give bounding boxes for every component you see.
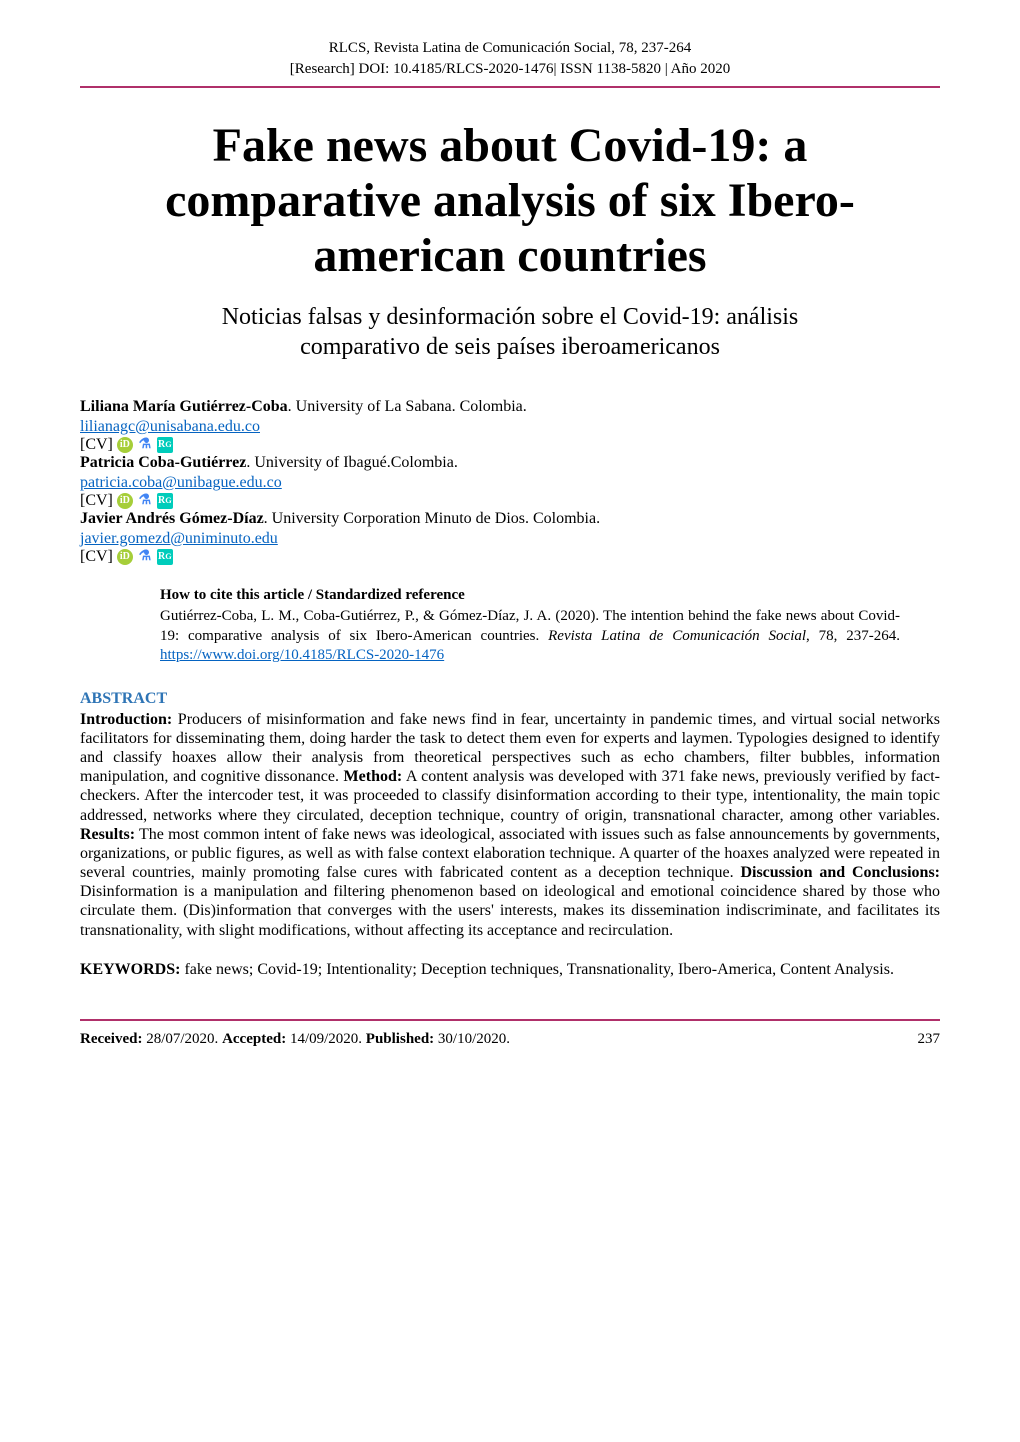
researchgate-icon[interactable]: RG [157,493,173,509]
abstract-discussion-label: Discussion and Conclusions: [740,864,940,881]
author-1-cv-line: [CV] iD ⚗ RG [80,436,940,454]
keywords-label: KEYWORDS: [80,961,180,978]
citation-section: How to cite this article / Standardized … [160,586,900,666]
subtitle-line2: comparativo de seis países iberoamerican… [300,334,720,360]
author-3-cv-line: [CV] iD ⚗ RG [80,548,940,566]
orcid-icon[interactable]: iD [117,549,133,565]
subtitle-line1: Noticias falsas y desinformación sobre e… [222,304,799,330]
researchgate-icon[interactable]: RG [157,549,173,565]
researchgate-icon[interactable]: RG [157,437,173,453]
author-3-name: Javier Andrés Gómez-Díaz [80,510,264,527]
author-1-email-line: lilianagc@unisabana.edu.co [80,418,940,436]
abstract-discussion-text: Disinformation is a manipulation and fil… [80,883,940,938]
author-1-affiliation: . University of La Sabana. Colombia. [288,398,527,415]
citation-journal-italic: Revista Latina de Comunicación Social [548,628,806,644]
keywords-block: KEYWORDS: fake news; Covid-19; Intention… [80,960,940,979]
citation-text: Gutiérrez-Coba, L. M., Coba-Gutiérrez, P… [160,607,900,666]
abstract-method-label: Method: [344,768,403,785]
citation-doi-link[interactable]: https://www.doi.org/10.4185/RLCS-2020-14… [160,647,444,663]
accepted-label: Accepted: [222,1031,286,1047]
received-date: 28/07/2020. [142,1031,222,1047]
author-2-email-link[interactable]: patricia.coba@unibague.edu.co [80,474,282,491]
keywords-text: fake news; Covid-19; Intentionality; Dec… [180,961,893,978]
abstract-heading: ABSTRACT [80,690,940,708]
footer-dates: Received: 28/07/2020. Accepted: 14/09/20… [80,1031,510,1048]
published-label: Published: [366,1031,434,1047]
google-scholar-icon[interactable]: ⚗ [137,437,153,453]
author-3-affiliation: . University Corporation Minuto de Dios.… [264,510,600,527]
title-line2: comparative analysis of six Ibero- [165,174,855,227]
bottom-divider [80,1019,940,1021]
author-2-name: Patricia Coba-Gutiérrez [80,454,246,471]
footer: Received: 28/07/2020. Accepted: 14/09/20… [80,1031,940,1048]
author-3: Javier Andrés Gómez-Díaz. University Cor… [80,510,940,528]
author-3-email-line: javier.gomezd@uniminuto.edu [80,530,940,548]
abstract-results-label: Results: [80,826,135,843]
citation-suffix: , 78, 237-264. [806,628,900,644]
abstract-intro-label: Introduction: [80,711,172,728]
author-1-email-link[interactable]: lilianagc@unisabana.edu.co [80,418,260,435]
accepted-date: 14/09/2020. [286,1031,366,1047]
received-label: Received: [80,1031,142,1047]
article-title: Fake news about Covid-19: a comparative … [80,118,940,284]
orcid-icon[interactable]: iD [117,437,133,453]
author-1: Liliana María Gutiérrez-Coba. University… [80,398,940,416]
author-2: Patricia Coba-Gutiérrez. University of I… [80,454,940,472]
author-2-cv-line: [CV] iD ⚗ RG [80,492,940,510]
article-subtitle: Noticias falsas y desinformación sobre e… [80,302,940,362]
journal-header-line2: [Research] DOI: 10.4185/RLCS-2020-1476| … [80,61,940,78]
published-date: 30/10/2020. [434,1031,510,1047]
author-2-affiliation: . University of Ibagué.Colombia. [246,454,458,471]
journal-header-line1: RLCS, Revista Latina de Comunicación Soc… [80,40,940,57]
author-3-email-link[interactable]: javier.gomezd@uniminuto.edu [80,530,278,547]
google-scholar-icon[interactable]: ⚗ [137,549,153,565]
authors-block: Liliana María Gutiérrez-Coba. University… [80,398,940,566]
author-2-email-line: patricia.coba@unibague.edu.co [80,474,940,492]
citation-heading: How to cite this article / Standardized … [160,586,900,606]
author-1-cv[interactable]: [CV] [80,436,113,454]
author-2-cv[interactable]: [CV] [80,492,113,510]
author-1-name: Liliana María Gutiérrez-Coba [80,398,288,415]
title-line1: Fake news about Covid-19: a [213,119,808,172]
top-divider [80,86,940,88]
page-number: 237 [918,1031,941,1048]
abstract-body: Introduction: Producers of misinformatio… [80,710,940,940]
google-scholar-icon[interactable]: ⚗ [137,493,153,509]
author-3-cv[interactable]: [CV] [80,548,113,566]
title-line3: american countries [313,229,706,282]
orcid-icon[interactable]: iD [117,493,133,509]
